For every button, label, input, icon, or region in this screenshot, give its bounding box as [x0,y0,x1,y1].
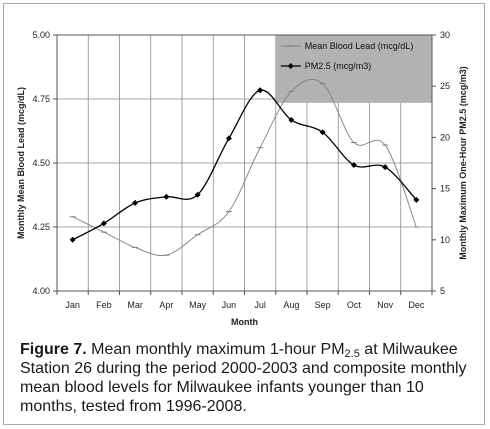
series-layer [69,79,420,257]
data-point-diamond [225,135,232,142]
left-tick-label: 5.00 [32,30,50,40]
series-pm25 [69,87,420,243]
caption-subscript: 2.5 [344,348,360,360]
left-tick-label: 4.25 [32,222,50,232]
left-tick-label: 4.50 [32,158,50,168]
left-tick-label: 4.00 [32,286,50,296]
x-tick-label: Apr [159,300,173,310]
caption-text-part-1: Mean monthly maximum 1-hour PM [86,341,345,358]
chart: 4.00 4.25 4.50 4.75 5.00 5 10 15 20 25 30 Jan Feb Mar… [16,30,468,327]
x-tick-label: Dec [408,300,425,310]
legend-entry: PM2.5 (mcg/m3) [280,61,372,71]
right-tick-label: 30 [440,30,450,40]
data-point-diamond [163,193,170,200]
data-point-diamond [69,236,76,243]
data-point-diamond [288,116,295,123]
right-tick-label: 15 [440,184,450,194]
legend-label: PM2.5 (mcg/m3) [305,61,372,71]
legend-entry: Mean Blood Lead (mcg/dL) [280,41,414,51]
x-tick-label: Jul [254,300,266,310]
x-tick-label: May [189,300,207,310]
data-point-diamond [382,164,389,171]
data-point-diamond [100,220,107,227]
legend-label: Mean Blood Lead (mcg/dL) [305,41,414,51]
right-tick-label: 10 [440,235,450,245]
data-point-diamond [413,196,420,203]
x-axis-title: Month [231,317,258,327]
legend-background [275,35,432,103]
x-tick-label: Jan [65,300,80,310]
left-tick-label: 4.75 [32,94,50,104]
figure-label: Figure 7. [20,341,87,358]
data-point-diamond [319,129,326,136]
data-point-diamond [257,87,264,94]
y-axis-title-right: Monthly Maximum One-Hour PM2.5 (mcg/m3) [458,66,468,260]
x-tick-label: Aug [283,300,299,310]
figure-caption: Figure 7. Mean monthly maximum 1-hour PM… [20,340,470,416]
y-axis-title-left: Monthly Mean Blood Lead (mcg/dL) [16,87,26,239]
right-tick-label: 5 [440,286,445,296]
x-tick-label: Sep [315,300,331,310]
x-tick-label: Feb [96,300,112,310]
x-tick-label: Nov [377,300,394,310]
x-tick-label: Jun [222,300,237,310]
data-point-diamond [132,199,139,206]
data-point-diamond [194,191,201,198]
data-point-diamond [350,162,357,169]
series-blood-lead [69,79,420,257]
right-tick-label: 20 [440,132,450,142]
x-tick-label: Mar [127,300,143,310]
right-tick-label: 25 [440,81,450,91]
legend-swatch-marker [287,63,294,69]
legend: Mean Blood Lead (mcg/dL) PM2.5 (mcg/m3) [280,41,414,71]
caption-text-part-2: at Milwaukee Station 26 during the perio… [20,341,467,415]
x-tick-label: Oct [347,300,362,310]
axes: 4.00 4.25 4.50 4.75 5.00 5 10 15 20 25 30 Jan Feb Mar… [16,30,468,327]
